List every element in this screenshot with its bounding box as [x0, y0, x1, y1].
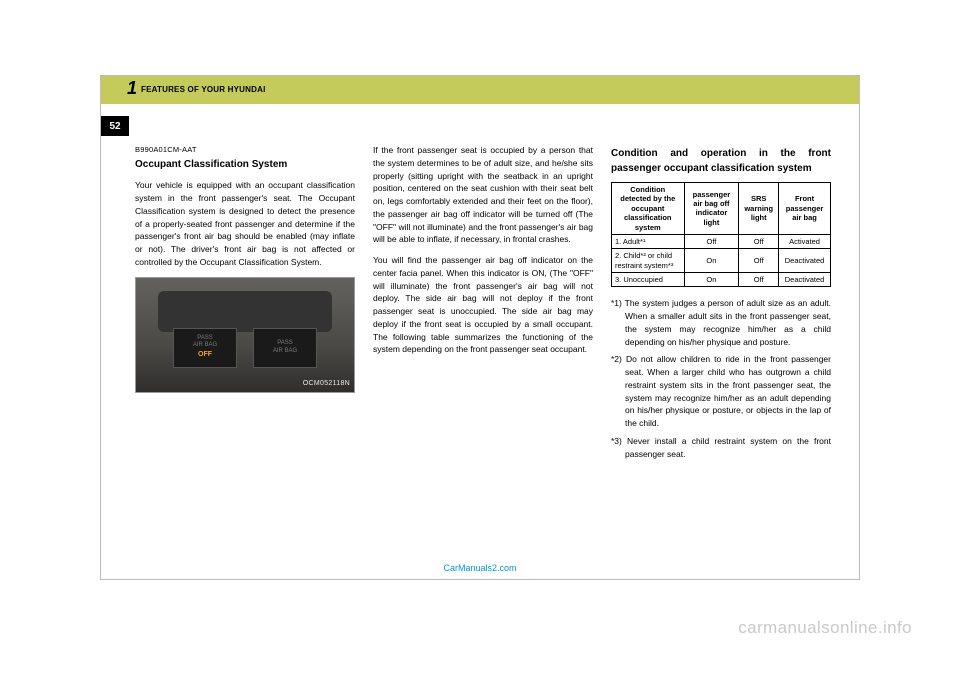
table-cell: 2. Child*² or child restraint system*³ — [612, 249, 685, 273]
footnotes: *1) The system judges a person of adult … — [611, 297, 831, 460]
table-cell: On — [684, 249, 739, 273]
table-cell: On — [684, 273, 739, 287]
chapter-title: FEATURES OF YOUR HYUNDAI — [141, 85, 266, 94]
content-columns: B990A01CM-AAT Occupant Classification Sy… — [135, 144, 831, 561]
classification-table: Condition detected by the occupant class… — [611, 182, 831, 287]
table-heading: Condition and operation in the front pas… — [611, 146, 831, 176]
body-text: Your vehicle is equipped with an occupan… — [135, 179, 355, 268]
dashboard-photo: PASS AIR BAG OFF PASS AIR BAG OCM052118N — [135, 277, 355, 393]
column-3: Condition and operation in the front pas… — [611, 144, 831, 561]
section-code: B990A01CM-AAT — [135, 144, 355, 155]
table-header: Front passenger air bag — [779, 183, 831, 235]
table-cell: 1. Adult*¹ — [612, 234, 685, 248]
table-cell: Activated — [779, 234, 831, 248]
airbag-off-badge: PASS AIR BAG OFF — [173, 328, 237, 368]
column-1: B990A01CM-AAT Occupant Classification Sy… — [135, 144, 355, 561]
table-cell: Deactivated — [779, 249, 831, 273]
page-number-tab: 52 — [101, 116, 129, 136]
column-2: If the front passenger seat is occupied … — [373, 144, 593, 561]
table-cell: Off — [739, 234, 779, 248]
body-text: You will find the passenger air bag off … — [373, 254, 593, 356]
table-header: SRS warning light — [739, 183, 779, 235]
table-cell: Off — [684, 234, 739, 248]
badge-off-label: OFF — [198, 351, 212, 359]
badge-line: AIR BAG — [193, 342, 217, 349]
airbag-badge: PASS AIR BAG — [253, 328, 317, 368]
table-cell: Deactivated — [779, 273, 831, 287]
table-header: passenger air bag off indicator light — [684, 183, 739, 235]
table-header-row: Condition detected by the occupant class… — [612, 183, 831, 235]
chapter-header-bar: 1 FEATURES OF YOUR HYUNDAI — [101, 76, 859, 104]
badge-line: PASS — [197, 335, 213, 342]
badge-line: AIR BAG — [273, 348, 297, 355]
table-header: Condition detected by the occupant class… — [612, 183, 685, 235]
dashboard-shape — [158, 291, 332, 332]
footnote: *1) The system judges a person of adult … — [611, 297, 831, 348]
table-row: 1. Adult*¹ Off Off Activated — [612, 234, 831, 248]
photo-id-label: OCM052118N — [303, 379, 350, 390]
badge-line: PASS — [277, 340, 293, 347]
table-cell: 3. Unoccupied — [612, 273, 685, 287]
footnote: *3) Never install a child restraint syst… — [611, 435, 831, 461]
page-sheet: 1 FEATURES OF YOUR HYUNDAI 52 B990A01CM-… — [100, 75, 860, 580]
indicator-badges: PASS AIR BAG OFF PASS AIR BAG — [136, 328, 354, 368]
footnote: *2) Do not allow children to ride in the… — [611, 353, 831, 430]
table-cell: Off — [739, 273, 779, 287]
source-link[interactable]: CarManuals2.com — [443, 563, 516, 573]
body-text: If the front passenger seat is occupied … — [373, 144, 593, 246]
watermark: carmanualsonline.info — [738, 618, 912, 638]
chapter-number: 1 — [127, 78, 137, 99]
table-row: 2. Child*² or child restraint system*³ O… — [612, 249, 831, 273]
table-cell: Off — [739, 249, 779, 273]
table-row: 3. Unoccupied On Off Deactivated — [612, 273, 831, 287]
section-heading: Occupant Classification System — [135, 157, 355, 172]
